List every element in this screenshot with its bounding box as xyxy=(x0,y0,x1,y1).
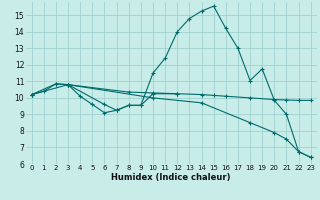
X-axis label: Humidex (Indice chaleur): Humidex (Indice chaleur) xyxy=(111,173,231,182)
